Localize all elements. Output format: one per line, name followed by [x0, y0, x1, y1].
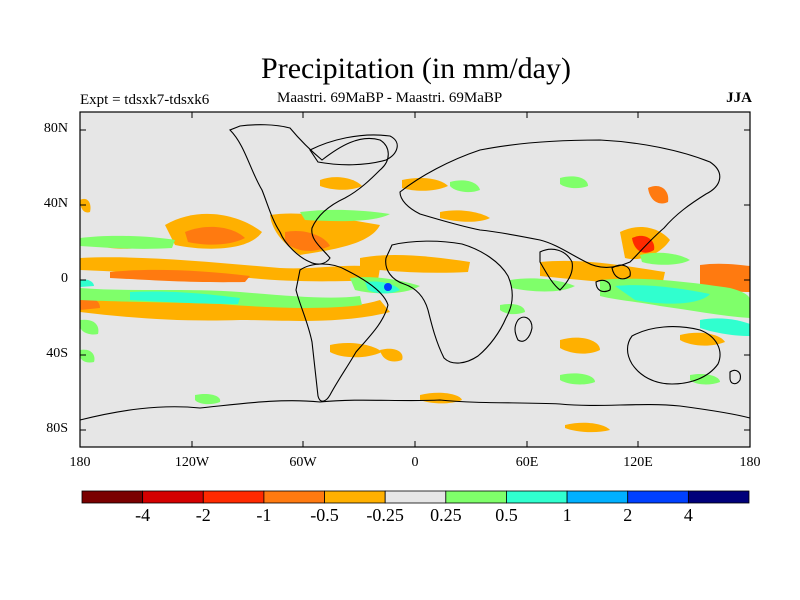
- lon-ticks: [79, 112, 751, 447]
- legend-box: [142, 490, 204, 504]
- coast-greenland: [309, 134, 398, 166]
- neg-core-eq-pacific: [110, 269, 250, 283]
- pos-patch-south-indian: [560, 373, 595, 385]
- neg-patch-south-indian: [560, 337, 600, 354]
- legend-box: [687, 490, 750, 504]
- neg-band-eq-pacific: [80, 257, 380, 282]
- legend-label: 0.25: [430, 505, 462, 525]
- coast-sumatra: [595, 279, 611, 293]
- pos-patch-madagascar: [500, 303, 525, 315]
- experiment-label: Expt = tdsxk7-tdsxk6: [80, 92, 210, 108]
- legend-label: 1: [562, 505, 572, 525]
- pos-patch-asia-north: [560, 176, 588, 189]
- legend-box: [263, 490, 325, 504]
- legend-box: [445, 490, 507, 504]
- legend-label: -4: [135, 505, 151, 525]
- legend-box: [81, 490, 144, 504]
- neg-core-west-pacific: [700, 263, 750, 292]
- neg-patch-sa-2: [380, 348, 403, 362]
- neg-patch-greenland: [320, 177, 362, 190]
- legend-box: [506, 490, 568, 504]
- map-title: Precipitation (in mm/day): [261, 52, 571, 85]
- legend-label: -2: [195, 505, 211, 525]
- neg-patch-europe: [402, 178, 448, 191]
- pos-patch-china-sea: [640, 252, 690, 265]
- lat-ticks: [80, 129, 750, 431]
- legend-label: -1: [256, 505, 272, 525]
- neg-patch-south-atlantic: [330, 342, 382, 358]
- lon-label-60e: 60E: [515, 455, 539, 470]
- pos-core-west-edge: [80, 279, 94, 287]
- neg-core-east-asia: [632, 235, 655, 253]
- lon-label-120e: 120E: [623, 455, 653, 470]
- neg-patch-siberia: [648, 185, 669, 204]
- pos-band-north-pacific: [80, 235, 175, 249]
- coast-south-america: [295, 263, 389, 402]
- pos-core-south-pacific: [130, 291, 240, 304]
- legend-label: -0.25: [366, 505, 404, 525]
- coast-australia: [626, 326, 721, 385]
- neg-patch-southern-2: [565, 422, 610, 433]
- neg-core-west-edge: [80, 298, 100, 310]
- lat-label-0: 0: [61, 271, 68, 286]
- legend-label: -0.5: [310, 505, 339, 525]
- coast-africa: [385, 240, 513, 364]
- legend-box: [566, 490, 629, 504]
- neg-band-atlantic: [360, 255, 470, 273]
- legend-boxes: [81, 490, 750, 504]
- coast-new-zealand: [729, 369, 741, 385]
- legend-box: [627, 490, 689, 504]
- neg-patch-aus-east: [680, 332, 725, 346]
- pos-core-south-west-pacific: [700, 318, 750, 336]
- legend-box: [384, 490, 447, 504]
- coastlines: [79, 124, 751, 421]
- coast-north-america: [229, 124, 389, 265]
- lon-label-120w: 120W: [174, 455, 210, 470]
- lon-label-0: 0: [411, 455, 419, 470]
- coast-india: [539, 248, 573, 291]
- coast-borneo: [611, 264, 631, 280]
- legend-box: [324, 490, 386, 504]
- pos-core-gulf-guinea: [365, 281, 400, 294]
- pos-patch-east-africa: [510, 278, 575, 292]
- neg-core-ne-pacific: [185, 226, 245, 245]
- lat-label-80s: 80S: [46, 421, 68, 436]
- legend-label: 0.5: [495, 505, 518, 525]
- lon-label-180e: 180: [739, 455, 761, 470]
- pos-core-west-pacific: [615, 285, 710, 304]
- season-label: JJA: [726, 90, 752, 106]
- lon-label-180w: 180: [69, 455, 91, 470]
- pos-patch-russia: [450, 180, 480, 193]
- pos-patch-southern-pacific: [690, 373, 720, 385]
- period-label: Maastri. 69MaBP - Maastri. 69MaBP: [277, 90, 503, 106]
- pos-patch-west-edge-2: [80, 349, 95, 363]
- coast-antarctica: [79, 399, 751, 421]
- coast-madagascar: [514, 316, 533, 342]
- pos-peak-gulf-guinea: [384, 283, 392, 291]
- legend-box: [202, 490, 265, 504]
- lat-label-40n: 40N: [43, 196, 68, 211]
- legend-label: 2: [623, 505, 633, 525]
- lon-label-60w: 60W: [289, 455, 317, 470]
- neg-patch-west-edge: [80, 198, 91, 213]
- anomaly-fields: [80, 176, 750, 433]
- legend-label: 4: [683, 505, 693, 525]
- neg-patch-tethys: [440, 210, 490, 222]
- pos-patch-west-edge: [80, 319, 99, 335]
- lat-label-80n: 80N: [43, 121, 68, 136]
- coast-eurasia: [399, 139, 721, 268]
- pos-patch-southern-1: [195, 393, 221, 405]
- lat-label-40s: 40S: [46, 346, 68, 361]
